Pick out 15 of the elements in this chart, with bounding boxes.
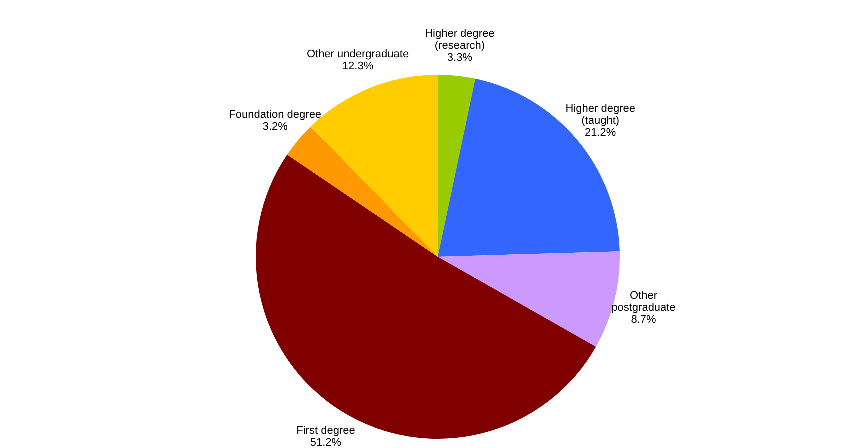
slice-label: Other undergraduate [306,48,410,61]
pie-slice [287,126,438,257]
pie-slice [256,154,596,439]
data-label: 51.2% [310,437,342,448]
data-label: 12.3% [342,60,374,73]
slice-label: Higher degree (research) [425,28,495,52]
pie-slice [438,75,476,257]
data-label: 3.3% [447,52,473,64]
slice-label: First degree [296,425,356,437]
data-label: 21.2% [585,126,616,139]
slice-label: Foundation degree [229,108,322,121]
slice-label: Higher degree (taught) [566,102,636,127]
data-label: 8.7% [631,314,656,326]
slice-label: Other postgraduate [612,290,676,314]
data-label: 3.2% [262,120,288,133]
